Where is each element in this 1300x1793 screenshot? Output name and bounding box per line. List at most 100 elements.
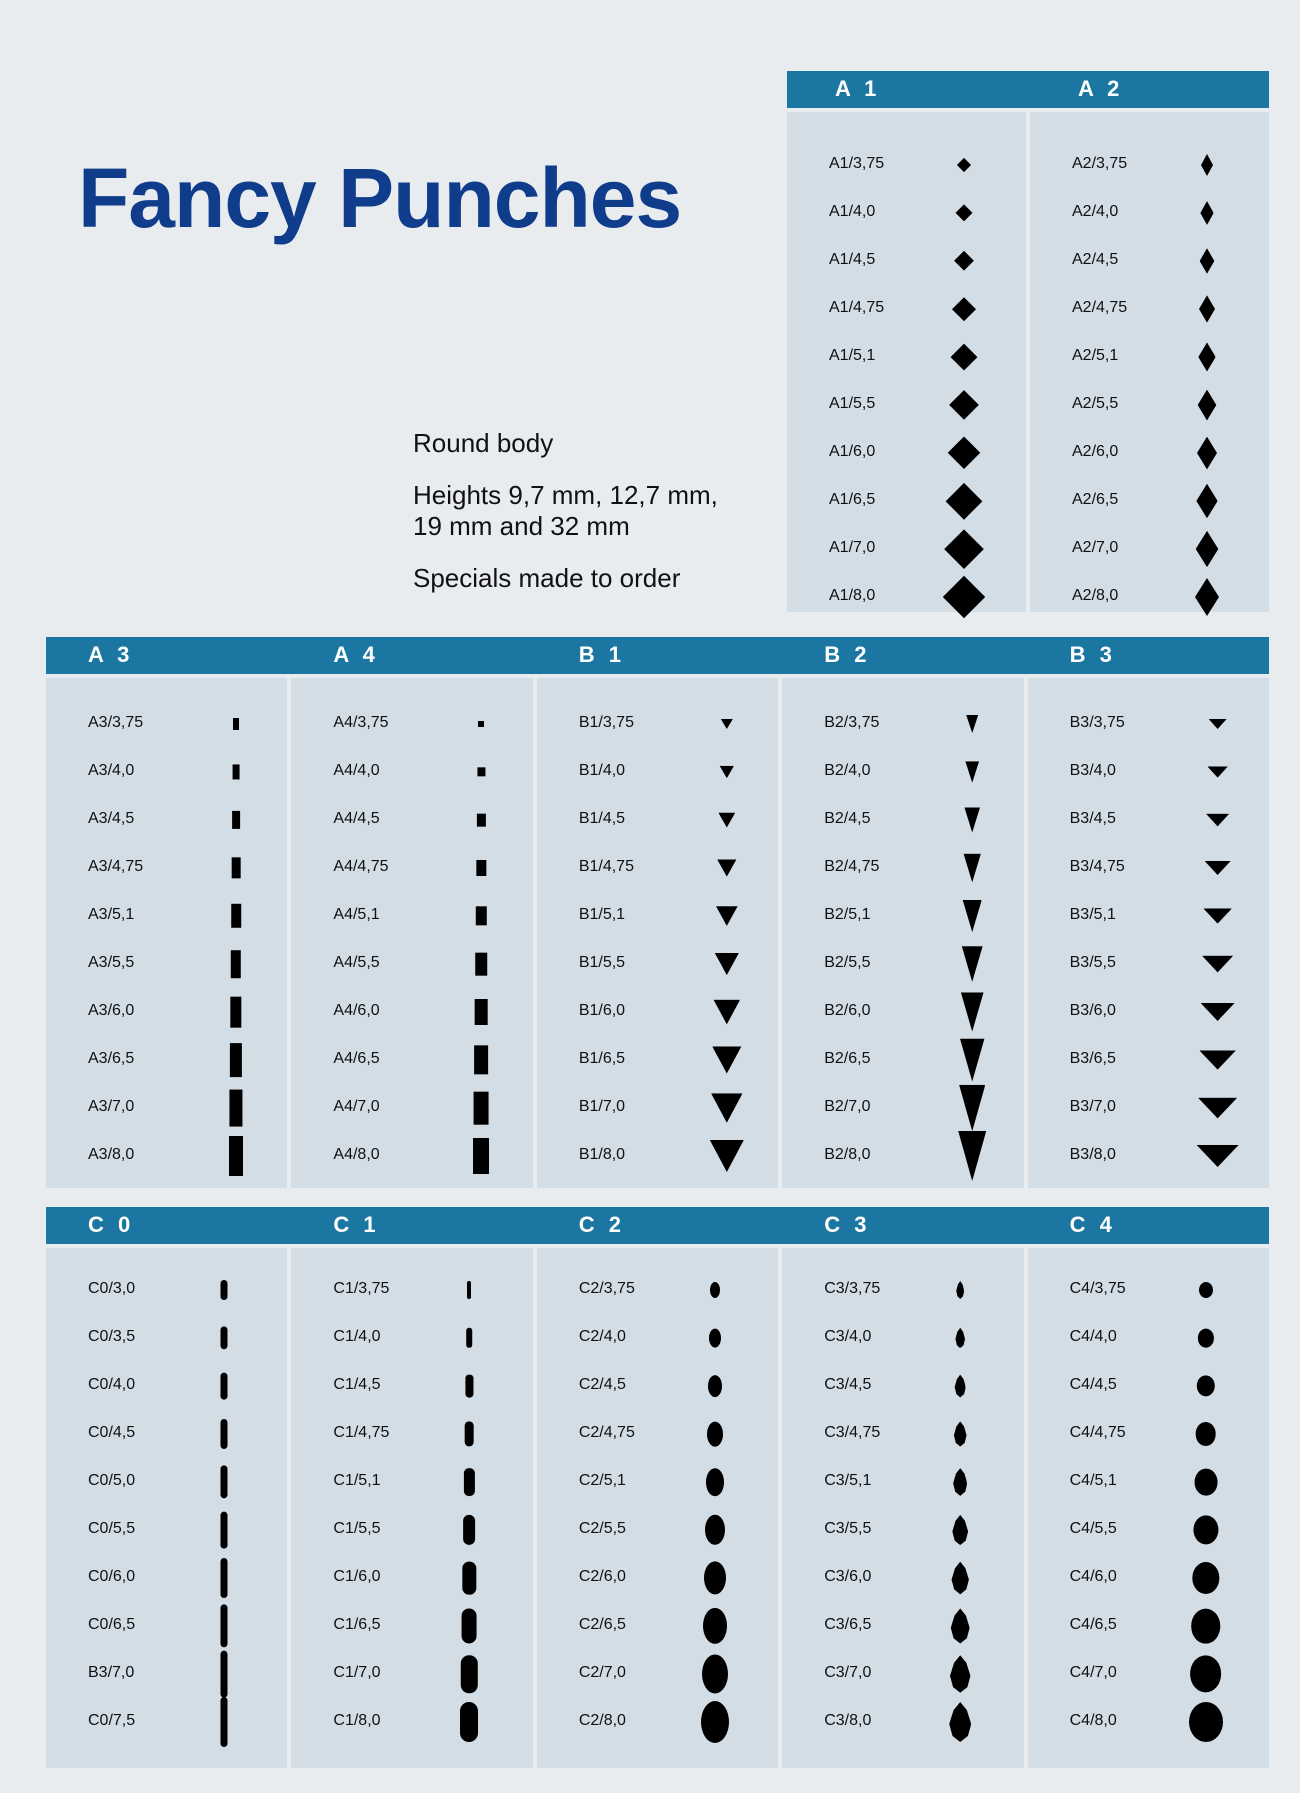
punch-item: C1/5,5 — [291, 1506, 532, 1554]
narrow-rectangle-icon — [232, 764, 240, 780]
oval-icon — [700, 1701, 729, 1743]
punch-item: C4/4,75 — [1028, 1410, 1269, 1458]
column-c2: C2/3,75 C2/4,0 C2/4,5 C2/4,75 C2/5,1 C2/5,5 C2… — [536, 1248, 779, 1768]
tall-triangle-down-icon — [958, 1131, 987, 1181]
punch-item: A1/6,0 — [787, 429, 1026, 477]
punch-item: A3/4,5 — [46, 796, 287, 844]
punch-item: B3/8,0 — [1028, 1132, 1269, 1180]
punch-item: A1/8,0 — [787, 573, 1026, 621]
punch-item: C1/8,0 — [291, 1698, 532, 1746]
column-header-b1: B 1 — [578, 642, 626, 667]
punch-code: B2/4,5 — [824, 810, 871, 827]
punch-item: C3/3,75 — [782, 1266, 1023, 1314]
punch-code: A4/7,0 — [333, 1098, 380, 1115]
triangle-down-icon — [713, 999, 741, 1025]
column-c3: C3/3,75 C3/4,0 C3/4,5 C3/4,75 C3/5,1 C3/5,5 C3… — [782, 1248, 1024, 1768]
punch-code: C4/7,0 — [1069, 1664, 1117, 1681]
column-header-c4: C 4 — [1069, 1212, 1116, 1237]
thin-pill-icon — [220, 1697, 228, 1747]
punch-code: B1/5,5 — [578, 954, 626, 971]
narrow-rectangle-icon — [230, 950, 242, 978]
punch-code: A4/4,5 — [333, 810, 380, 827]
wide-triangle-down-icon — [1201, 955, 1234, 973]
rectangle-icon — [474, 1045, 489, 1075]
tall-diamond-icon — [1199, 295, 1215, 323]
punch-item: C1/6,0 — [291, 1554, 532, 1602]
rectangle-icon — [475, 952, 488, 976]
punch-item: A2/6,5 — [1030, 477, 1269, 525]
punch-code: C3/4,75 — [824, 1424, 881, 1441]
punch-code: C4/5,1 — [1069, 1472, 1117, 1489]
column-c1: C1/3,75 C1/4,0 C1/4,5 C1/4,75 C1/5,1 C1/5,5 C1… — [291, 1248, 533, 1768]
punch-code: A4/6,5 — [333, 1050, 380, 1067]
punch-code: C0/4,5 — [88, 1424, 136, 1441]
punch-code: B3/7,0 — [1069, 1098, 1116, 1115]
punch-code: C0/4,0 — [88, 1376, 136, 1393]
punch-item: B2/3,75 — [782, 700, 1023, 748]
punch-code: B1/6,0 — [578, 1002, 626, 1019]
punch-code: C4/6,5 — [1069, 1616, 1117, 1633]
punch-item: C3/4,0 — [782, 1314, 1023, 1362]
punch-code: B1/4,0 — [578, 762, 626, 779]
thin-pill-icon — [220, 1419, 228, 1449]
triangle-down-icon — [718, 812, 736, 828]
punch-code: A3/7,0 — [88, 1098, 135, 1115]
panel-header: A 3 A 4 B 1 B 2 B 3 — [46, 637, 1269, 674]
punch-item: C0/7,5 — [46, 1697, 287, 1747]
punch-code: C1/3,75 — [333, 1280, 390, 1297]
punch-item: B3/7,0 — [1028, 1084, 1269, 1132]
punch-code: A3/5,1 — [88, 906, 135, 923]
punch-code: A3/8,0 — [88, 1146, 135, 1163]
punch-code: C0/6,0 — [88, 1568, 136, 1585]
lens-icon — [954, 1374, 966, 1398]
narrow-rectangle-icon — [229, 1043, 243, 1077]
column-header-a2: A 2 — [1078, 76, 1124, 101]
punch-item: C4/7,0 — [1028, 1650, 1269, 1698]
narrow-rectangle-icon — [230, 996, 242, 1028]
tall-triangle-down-icon — [963, 853, 981, 883]
rectangle-icon — [473, 1138, 490, 1174]
punch-code: A2/6,5 — [1072, 491, 1119, 508]
thin-pill-icon — [220, 1372, 228, 1400]
punch-code: C0/7,5 — [88, 1712, 136, 1729]
punch-item: C1/7,0 — [291, 1650, 532, 1698]
punch-item: A2/5,1 — [1030, 333, 1269, 381]
punch-code: C4/3,75 — [1069, 1280, 1126, 1297]
punch-code: B1/8,0 — [578, 1146, 626, 1163]
punch-item: B1/4,0 — [537, 748, 778, 796]
punch-item: A3/6,5 — [46, 1036, 287, 1084]
tall-diamond-icon — [1201, 154, 1213, 176]
pill-icon — [465, 1421, 474, 1447]
punch-code: A3/4,5 — [88, 810, 135, 827]
punch-item: B3/4,0 — [1028, 748, 1269, 796]
punch-code: A3/4,0 — [88, 762, 135, 779]
circle-icon — [1198, 1282, 1213, 1298]
wide-triangle-down-icon — [1200, 1003, 1235, 1021]
punch-code: C0/3,0 — [88, 1280, 136, 1297]
punch-item: A2/5,5 — [1030, 381, 1269, 429]
punch-code: A1/4,5 — [829, 251, 876, 268]
punch-item: A4/4,5 — [291, 796, 532, 844]
punch-item: B2/7,0 — [782, 1084, 1023, 1132]
punch-item: C0/3,0 — [46, 1266, 287, 1314]
punch-code: C4/8,0 — [1069, 1712, 1117, 1729]
punch-code: C0/5,0 — [88, 1472, 136, 1489]
column-a1: A1/3,75 A1/4,0 A1/4,5 A1/4,75 A1/5,1 A1/5,5 A1… — [787, 112, 1026, 619]
pill-icon — [467, 1281, 472, 1299]
punch-item: B1/8,0 — [537, 1132, 778, 1180]
circle-icon — [1196, 1375, 1215, 1397]
oval-icon — [702, 1607, 727, 1645]
punch-item: C0/4,5 — [46, 1410, 287, 1458]
punch-item: A2/8,0 — [1030, 573, 1269, 621]
punch-item: A2/4,0 — [1030, 189, 1269, 237]
punch-code: C0/3,5 — [88, 1328, 136, 1345]
punch-item: A1/4,0 — [787, 189, 1026, 237]
punch-item: B3/3,75 — [1028, 700, 1269, 748]
punch-item: B2/4,5 — [782, 796, 1023, 844]
panel-a3-b3: A 3 A 4 B 1 B 2 B 3 A3/3,75 A3/4,0 A3/4,5 A3/4,7… — [46, 637, 1270, 1188]
page-title: Fancy Punches — [78, 151, 682, 245]
punch-code: C0/6,5 — [88, 1616, 136, 1633]
punch-item: C3/5,1 — [782, 1458, 1023, 1506]
diamond-icon — [950, 343, 978, 371]
punch-code: A1/5,5 — [829, 395, 876, 412]
